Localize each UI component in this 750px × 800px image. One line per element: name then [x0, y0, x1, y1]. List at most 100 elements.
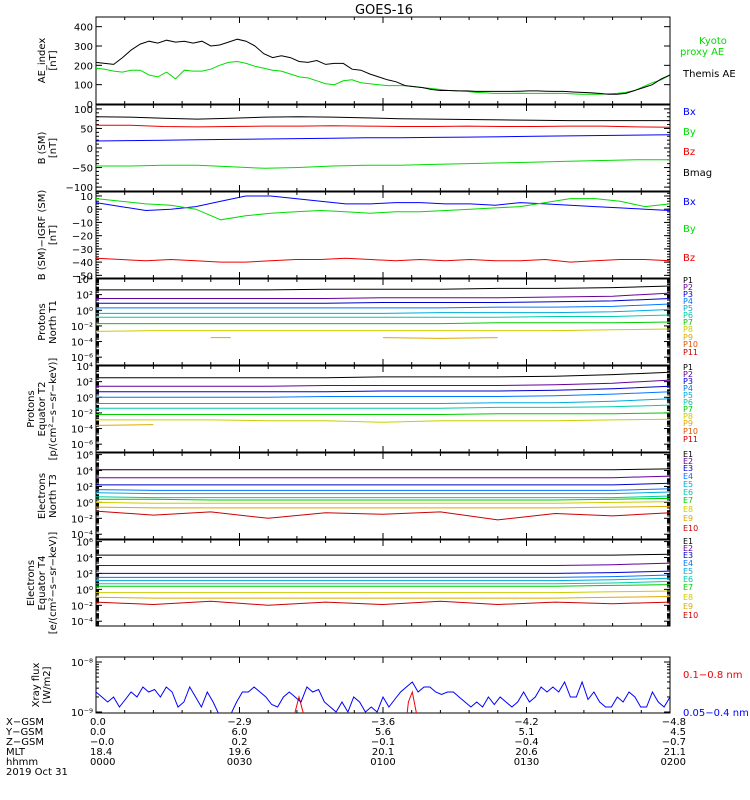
series-line-p7 — [96, 412, 670, 415]
y-tick-label: 10⁻² — [71, 409, 93, 420]
series-line-p4 — [96, 303, 670, 309]
legend-label: Themis AE — [682, 69, 736, 80]
legend-label: E3 — [683, 464, 693, 473]
legend-label: Bz — [683, 147, 695, 158]
x-axis-row-label: 2019 Oct 31 — [6, 767, 68, 778]
x-axis-value: 19.6 — [228, 747, 250, 758]
y-tick-label: 300 — [74, 42, 93, 53]
legend-label: Bx — [683, 107, 696, 118]
y-tick-label: 10⁻⁴ — [71, 617, 93, 628]
series-line-e7 — [96, 584, 670, 587]
panel-b: −100 −50 0 50 100 B (SM) [nT] Bx By Bz Bmag — [37, 104, 712, 194]
series-line-p8 — [96, 328, 670, 332]
series-line-p5 — [96, 309, 670, 314]
x-axis-value: 0200 — [661, 757, 686, 768]
series-line-e2 — [96, 475, 670, 479]
x-axis-value: 0130 — [514, 757, 539, 768]
series-line-e3 — [96, 482, 670, 486]
x-axis-value: 0030 — [227, 757, 252, 768]
y-tick-label: 10⁰ — [76, 585, 93, 596]
y-tick-label: 400 — [74, 23, 93, 34]
x-axis-value: −0.7 — [662, 737, 686, 748]
legend-label: E1 — [683, 537, 693, 546]
x-axis-value: 21.1 — [664, 747, 686, 758]
series-line-p7 — [96, 321, 670, 325]
y-tick-label: 10⁻⁴ — [71, 425, 93, 436]
y-tick-label: −40 — [72, 258, 93, 269]
series-line-e9 — [96, 596, 670, 599]
series-line-p1 — [96, 371, 670, 379]
panel-frame — [95, 365, 671, 453]
series-line-bx — [96, 134, 670, 142]
y-tick-label: 10² — [76, 569, 93, 580]
y-tick-label: 10⁻² — [71, 322, 93, 333]
y-tick-label: −100 — [66, 183, 93, 194]
panel-xr: 10⁻⁹ 10⁻⁸ Xray flux [W/m2] 0.1−0.8 nm 0.05−0.… — [31, 656, 749, 719]
legend-label: proxy AE — [680, 47, 724, 58]
legend-label: P4 — [683, 297, 693, 306]
series-line-p6 — [96, 314, 670, 318]
legend-label: P9 — [683, 333, 693, 342]
x-axis-value: 5.1 — [519, 727, 535, 738]
y-tick-label: 10⁰ — [76, 306, 93, 317]
y-tick-label: 0 — [87, 100, 93, 111]
series-line-p3 — [96, 298, 670, 304]
y-tick-label: 10⁶ — [76, 538, 93, 549]
y-axis-label: North T1 — [48, 300, 59, 344]
y-tick-label: 10 — [80, 192, 93, 203]
y-tick-label: 0 — [87, 205, 93, 216]
series-line-e10 — [96, 600, 670, 606]
y-axis-label: AE_index — [37, 38, 48, 84]
x-axis-value: −4.8 — [662, 717, 686, 728]
legend-label: E8 — [683, 593, 693, 602]
legend-label: E10 — [683, 524, 698, 533]
legend-label: By — [683, 224, 696, 235]
x-axis-value: 0000 — [90, 757, 115, 768]
series-line-e6 — [96, 580, 670, 585]
legend-label: P11 — [683, 348, 698, 357]
legend-label: E3 — [683, 551, 693, 560]
y-tick-label: 10⁻⁴ — [71, 530, 93, 541]
legend-label: P6 — [683, 398, 693, 407]
series-line-e7 — [96, 497, 670, 501]
legend-label: E4 — [683, 472, 693, 481]
x-axis-value: −3.6 — [371, 717, 395, 728]
legend-label: P11 — [683, 435, 698, 444]
x-axis-value: 20.1 — [372, 747, 394, 758]
series-line-bz — [96, 257, 670, 263]
x-axis-value: 5.6 — [375, 727, 391, 738]
legend-label: Bmag — [683, 168, 712, 179]
y-axis-label: [nT] — [48, 225, 59, 245]
legend-label: E5 — [683, 480, 693, 489]
series-line-bz — [96, 124, 670, 128]
x-axis-row-label: hhmm — [6, 757, 38, 768]
x-axis-row-label: X−GSM — [6, 717, 44, 728]
series-line-e5 — [96, 577, 670, 582]
legend-label: P10 — [683, 427, 698, 436]
x-axis-value: −2.9 — [227, 717, 251, 728]
legend-label: E10 — [683, 611, 698, 620]
series-line-p2 — [96, 379, 670, 387]
legend-label: E2 — [683, 457, 693, 466]
legend-label: Kyoto — [699, 36, 727, 47]
y-tick-label: 10⁴ — [76, 275, 93, 286]
series-line-e4 — [96, 574, 670, 578]
x-axis-value: 6.0 — [232, 727, 248, 738]
y-axis-label: B (SM)−IGRF (SM) — [37, 190, 48, 281]
series-line-e9 — [96, 505, 670, 509]
legend-label: P5 — [683, 304, 693, 313]
legend-label: P4 — [683, 384, 693, 393]
x-axis-value: −0.1 — [371, 737, 395, 748]
legend-label: E1 — [683, 450, 693, 459]
y-tick-label: −50 — [72, 271, 93, 282]
panel-frame — [95, 278, 671, 366]
y-tick-label: 10² — [76, 291, 93, 302]
x-axis-value: 0.2 — [232, 737, 248, 748]
legend-label: E8 — [683, 505, 693, 514]
panel-ee: 10⁻⁴ 10⁻² 10⁰ 10² 10⁴ 10⁶ Electrons Equator T4[… — [26, 532, 698, 635]
series-line-p8 — [96, 418, 670, 423]
x-axis-value: −0.0 — [90, 737, 114, 748]
x-axis-row-label: Y−GSM — [5, 727, 43, 738]
